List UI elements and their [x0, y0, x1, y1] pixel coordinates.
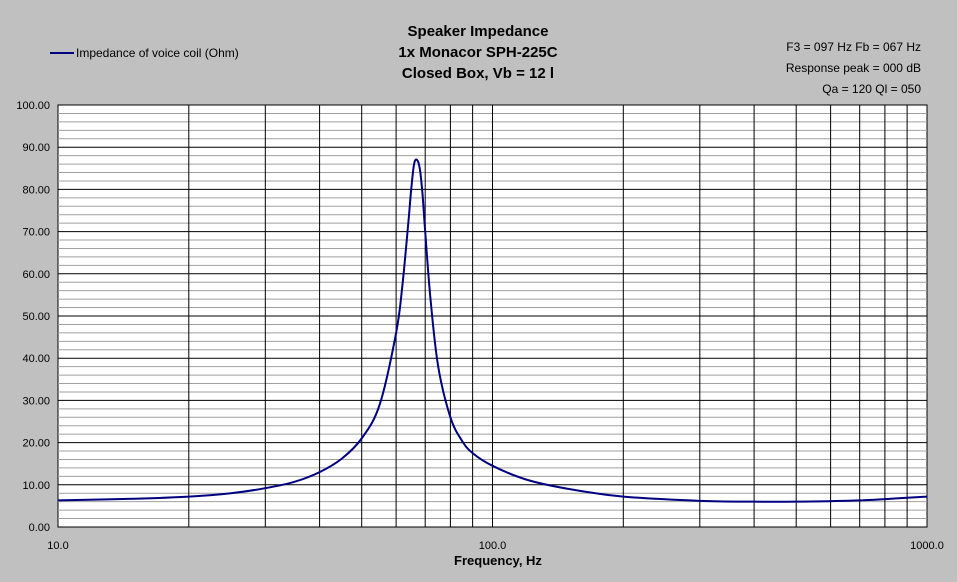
- y-tick-label: 90.00: [22, 142, 50, 154]
- x-tick-label: 100.0: [479, 540, 507, 552]
- legend-entry: Impedance of voice coil (Ohm): [76, 46, 239, 60]
- y-tick-label: 40.00: [22, 353, 50, 365]
- chart-title-line-1: Speaker Impedance: [408, 23, 549, 40]
- y-axis-tick-labels: 0.00 10.00 20.00 30.00 40.00 50.00 60.00 70.00 8…: [16, 100, 50, 534]
- legend: Impedance of voice coil (Ohm): [50, 46, 239, 60]
- y-tick-label: 10.00: [22, 480, 50, 492]
- y-tick-label: 70.00: [22, 227, 50, 239]
- y-tick-label: 50.00: [22, 311, 50, 323]
- info-f3-fb: F3 = 097 Hz Fb = 067 Hz: [786, 40, 921, 54]
- info-qa-ql: Qa = 120 Ql = 050: [822, 82, 921, 96]
- x-tick-label: 1000.0: [910, 540, 944, 552]
- y-tick-label: 100.00: [16, 100, 50, 112]
- x-tick-label: 10.0: [47, 540, 68, 552]
- x-axis-tick-labels: 10.0 100.0 1000.0: [47, 540, 944, 552]
- chart-info: F3 = 097 Hz Fb = 067 Hz Response peak = …: [786, 40, 921, 96]
- info-response-peak: Response peak = 000 dB: [786, 61, 921, 75]
- chart-title-line-2: 1x Monacor SPH-225C: [398, 44, 557, 61]
- chart-title-line-3: Closed Box, Vb = 12 l: [402, 65, 554, 82]
- y-tick-label: 0.00: [29, 522, 50, 534]
- x-axis-title: Frequency, Hz: [454, 553, 542, 568]
- impedance-series-line: [57, 158, 928, 503]
- y-tick-label: 80.00: [22, 184, 50, 196]
- grid-major: [58, 104, 927, 528]
- chart-title: Speaker Impedance 1x Monacor SPH-225C Cl…: [398, 23, 557, 82]
- y-tick-label: 60.00: [22, 269, 50, 281]
- y-tick-label: 20.00: [22, 438, 50, 450]
- y-tick-label: 30.00: [22, 395, 50, 407]
